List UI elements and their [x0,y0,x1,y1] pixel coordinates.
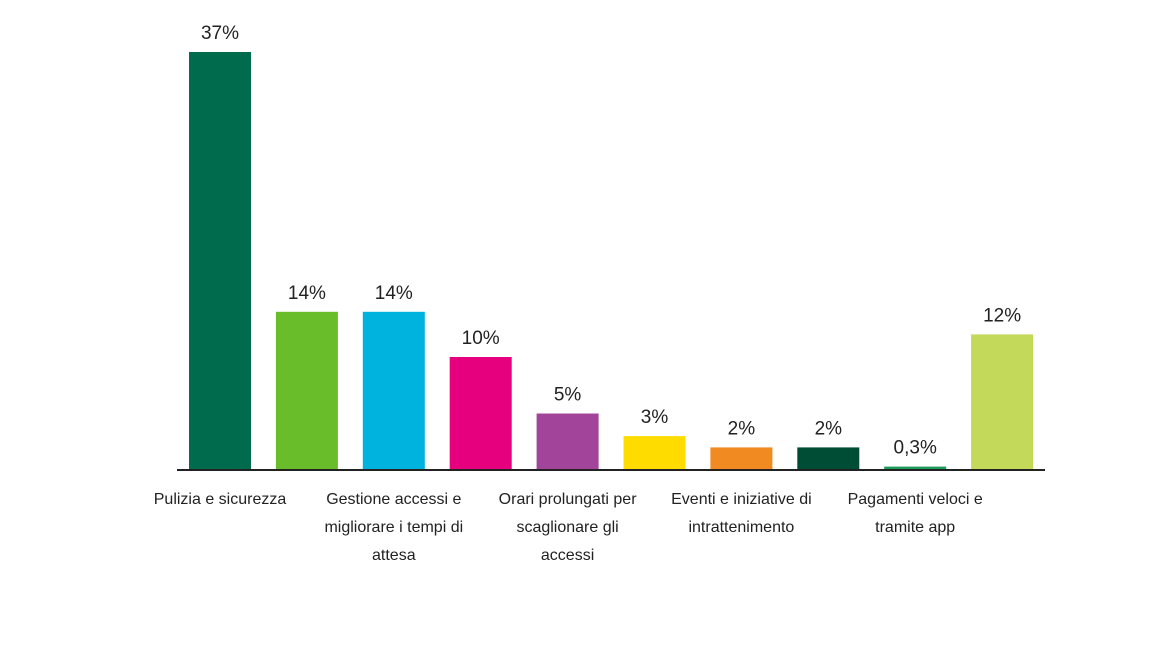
category-label-2: Gestione accessi e migliorare i tempi di… [324,491,464,564]
value-label-5: 3% [641,407,669,428]
category-label-6: Eventi e iniziative di intrattenimento [671,491,812,536]
bar-6 [710,447,773,470]
bar-3 [449,357,512,470]
bar-0 [189,52,251,470]
value-label-7: 2% [815,418,843,439]
value-label-3: 10% [462,328,500,349]
bar-4 [536,413,599,470]
value-label-1: 14% [288,283,326,304]
value-label-6: 2% [728,418,756,439]
bar-7 [797,447,860,470]
value-label-2: 14% [375,283,413,304]
value-label-9: 12% [983,305,1021,326]
category-label-0: Pulizia e sicurezza [153,491,287,508]
category-label-4: Orari prolungati per scaglionare gli acc… [498,491,637,564]
bar-9 [971,334,1034,470]
bar-1 [275,311,338,470]
bar-5 [623,436,686,470]
value-label-4: 5% [554,385,582,406]
bar-2 [362,311,425,470]
bar-8 [884,466,947,470]
category-label-8: Pagamenti veloci e tramite app [847,491,983,536]
bars-group [189,52,1034,470]
value-label-8: 0,3% [894,438,937,459]
value-label-0: 37% [201,23,239,44]
value-labels-group: 37% 14% 14% 10% 5% 3% 2% 2% 0,3% 12% [201,23,1021,459]
